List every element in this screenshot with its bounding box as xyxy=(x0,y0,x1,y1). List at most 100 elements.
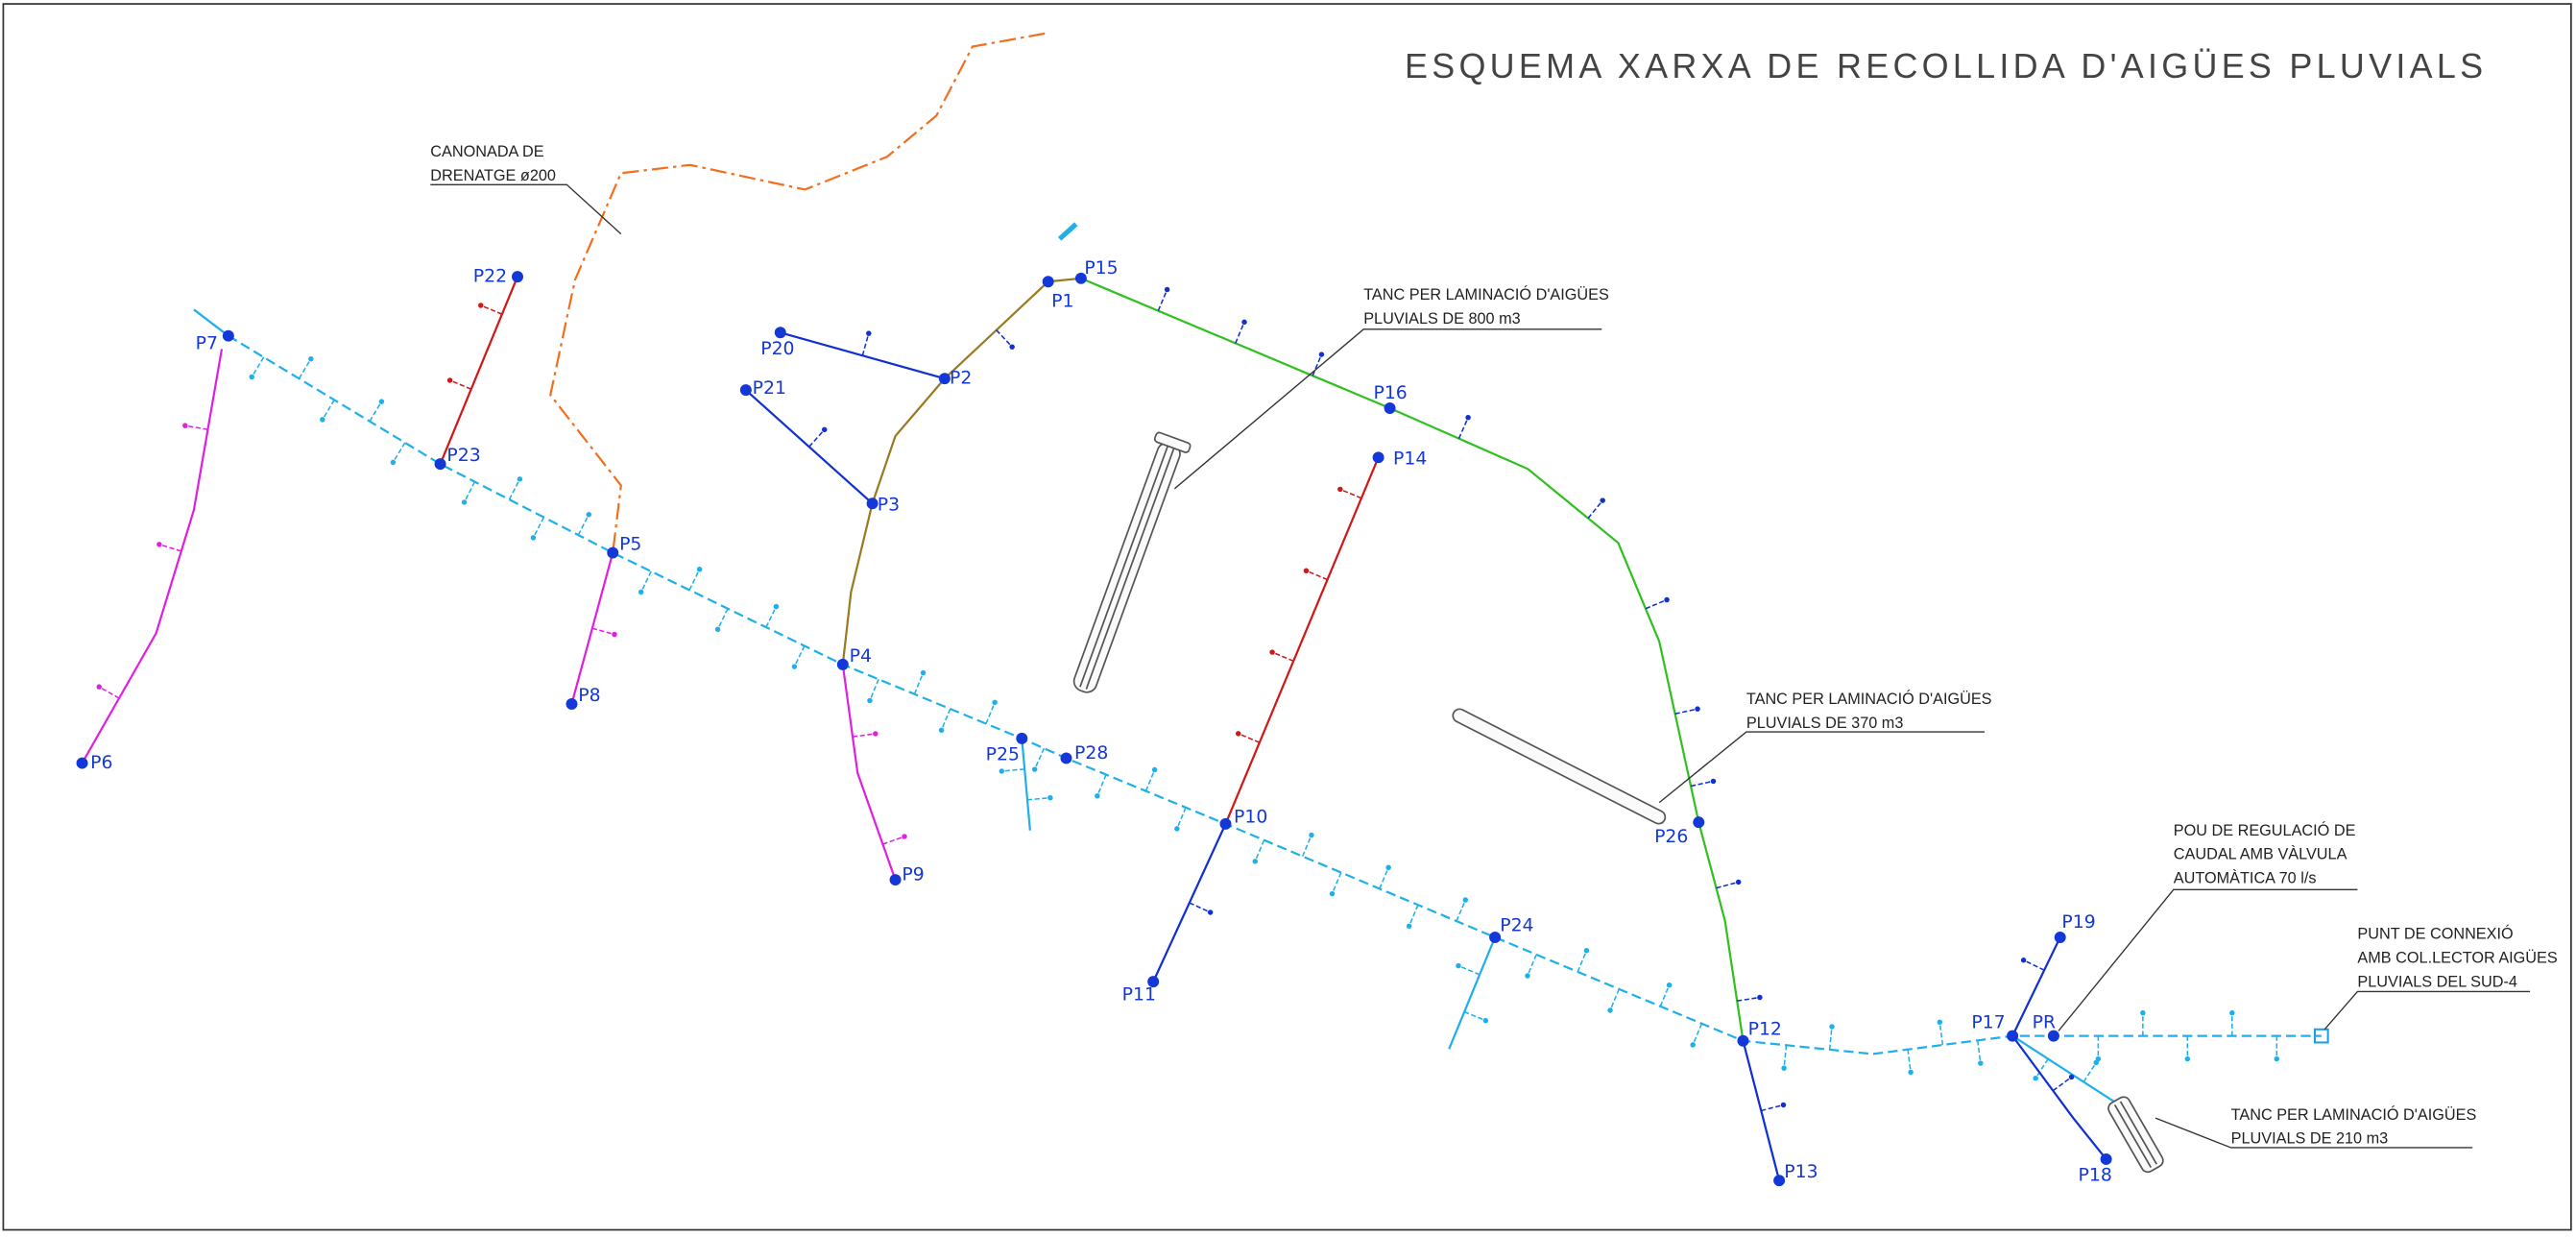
branch-end xyxy=(2185,1056,2190,1061)
branch-end xyxy=(992,700,997,705)
branch-end xyxy=(1174,826,1179,831)
branch xyxy=(1717,882,1739,887)
branch-end xyxy=(1253,859,1258,863)
branch xyxy=(1332,872,1340,893)
node xyxy=(775,327,786,338)
branch-end xyxy=(1330,891,1335,896)
branch-end xyxy=(1908,1070,1913,1075)
branch-end xyxy=(1938,1020,1942,1025)
branch xyxy=(1610,989,1619,1010)
branch xyxy=(185,425,208,429)
branch-end xyxy=(182,423,187,427)
node-label: PR xyxy=(2033,1012,2056,1032)
branch-end xyxy=(612,632,616,637)
branch-end xyxy=(2275,1056,2279,1061)
branch xyxy=(1646,600,1667,609)
branch xyxy=(766,607,776,628)
branch xyxy=(533,518,543,538)
pipe xyxy=(194,309,229,335)
annotation-text: TANC PER LAMINACIÓ D'AIGÜES xyxy=(1746,690,1992,708)
annotation-text: PLUVIALS DE 210 m3 xyxy=(2231,1130,2388,1148)
branch xyxy=(870,679,879,700)
node-label: P15 xyxy=(1084,258,1118,279)
branch-end xyxy=(2094,1060,2099,1065)
pipe xyxy=(550,34,1045,553)
branch-end xyxy=(1236,731,1240,736)
leader-line xyxy=(2058,889,2357,1031)
node xyxy=(2055,932,2066,943)
annotation-text: DRENATGE ø200 xyxy=(430,167,556,184)
branch xyxy=(1693,1024,1701,1045)
branch xyxy=(794,646,804,667)
branch-end xyxy=(391,460,396,465)
branch-end xyxy=(1165,287,1169,292)
node xyxy=(1043,276,1054,287)
branch-end xyxy=(518,476,522,481)
branch xyxy=(914,673,923,694)
node xyxy=(77,758,88,769)
node-label: P17 xyxy=(1971,1012,2005,1032)
branch-end xyxy=(638,590,643,594)
frame xyxy=(3,4,2570,1229)
branch xyxy=(1458,966,1480,975)
branch xyxy=(986,702,995,723)
branch-end xyxy=(1781,1103,1786,1107)
node xyxy=(1373,451,1384,463)
branch xyxy=(1035,748,1045,769)
title: ESQUEMA XARXA DE RECOLLIDA D'AIGÜES PLUV… xyxy=(1405,46,2487,85)
tanks xyxy=(1065,431,2165,1174)
branch xyxy=(99,687,119,698)
annotation-text: AUTOMÀTICA 70 l/s xyxy=(2174,868,2317,886)
node xyxy=(837,659,849,670)
branch xyxy=(1691,781,1713,786)
node-label: P20 xyxy=(760,339,794,359)
node-label: P24 xyxy=(1500,915,1533,935)
branch-end xyxy=(1337,487,1342,492)
node-label: P26 xyxy=(1654,827,1688,847)
branch xyxy=(1737,998,1760,1002)
branch xyxy=(1588,500,1602,519)
annotation-text: PLUVIALS DE 800 m3 xyxy=(1363,310,1520,327)
branch xyxy=(1001,769,1024,771)
branch-end xyxy=(1009,344,1014,349)
branch-end xyxy=(1607,1007,1612,1012)
branch-end xyxy=(2069,1075,2074,1079)
branch-end xyxy=(1407,924,1411,929)
branch xyxy=(1660,985,1669,1007)
pipe xyxy=(83,349,222,763)
branch-end xyxy=(531,535,536,540)
node-label: P3 xyxy=(878,495,900,515)
node-label: P6 xyxy=(90,753,112,773)
branch-end xyxy=(1095,793,1099,798)
branch xyxy=(1340,489,1361,497)
branch-end xyxy=(902,834,906,838)
branch xyxy=(1761,1104,1783,1110)
branch xyxy=(882,837,904,844)
branch-end xyxy=(1463,897,1468,902)
node-label: P12 xyxy=(1748,1019,1782,1039)
branch xyxy=(481,305,502,314)
branch-end xyxy=(1978,1060,1983,1065)
branch-end xyxy=(1385,865,1390,870)
node xyxy=(607,547,618,559)
branch-end xyxy=(587,512,591,517)
node xyxy=(890,874,902,885)
leader-line xyxy=(1659,732,1985,803)
branch-end xyxy=(1584,948,1589,953)
node xyxy=(1219,818,1231,830)
node-label: P9 xyxy=(902,864,924,885)
node xyxy=(2007,1031,2018,1042)
branch-end xyxy=(379,399,384,403)
annotation-text: PLUVIALS DE 370 m3 xyxy=(1746,715,1903,732)
branch xyxy=(1978,1040,1981,1063)
branch xyxy=(689,570,699,591)
node xyxy=(1061,752,1072,764)
branch-end xyxy=(867,698,872,703)
branch-end xyxy=(1465,415,1470,420)
pipe xyxy=(1225,457,1378,824)
node-label: P4 xyxy=(850,646,872,667)
labels: P1P2P3P4P5P6P7P8P9P10P11P12P13P14P15P16P… xyxy=(77,143,2558,1186)
branch xyxy=(1784,1045,1786,1068)
branch xyxy=(942,709,951,730)
node-label: P16 xyxy=(1373,383,1407,403)
